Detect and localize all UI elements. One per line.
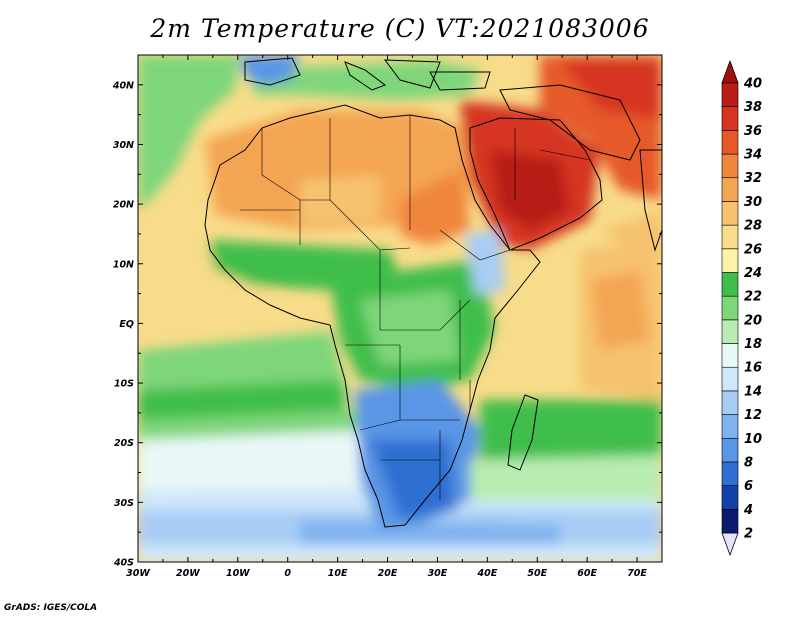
lon-tick-label: 50E bbox=[527, 568, 547, 579]
lon-tick-label: 10W bbox=[226, 568, 250, 579]
field-mediterranean bbox=[250, 60, 480, 100]
lon-axis: 30W 20W 10W 0 10E 20E 30E 40E 50E 60E 70E bbox=[126, 55, 647, 579]
coast-turkey bbox=[429, 71, 491, 91]
colorbar-box bbox=[721, 201, 739, 226]
colorbar-label: 26 bbox=[744, 242, 762, 257]
colorbar-box bbox=[721, 272, 739, 297]
colorbar-label: 24 bbox=[744, 266, 762, 281]
colorbar-box bbox=[721, 437, 739, 463]
colorbar-box bbox=[721, 485, 739, 510]
lon-tick-label: 30W bbox=[126, 568, 150, 579]
colorbar-box bbox=[721, 130, 739, 155]
colorbar-label: 14 bbox=[744, 384, 762, 399]
coast-iberia bbox=[244, 57, 301, 86]
lat-tick-label: EQ bbox=[119, 319, 134, 330]
field-southern-ocean-colder bbox=[300, 520, 560, 545]
colorbar-label: 38 bbox=[744, 100, 762, 115]
lon-tick-label: 20E bbox=[378, 568, 398, 579]
lat-tick-label: 20S bbox=[114, 438, 134, 449]
lat-axis: 40N 30N 20N 10N EQ 10S 20S 30S 40S bbox=[112, 80, 662, 569]
lat-tick-label: 20N bbox=[113, 200, 134, 211]
colorbar-label: 36 bbox=[744, 124, 762, 139]
colorbar-label: 32 bbox=[744, 171, 762, 186]
colorbar-label: 10 bbox=[744, 432, 762, 447]
colorbar-box bbox=[721, 366, 739, 392]
colorbar-box bbox=[721, 461, 739, 486]
colorbar-label: 40 bbox=[743, 77, 762, 92]
lon-tick-label: 30E bbox=[428, 568, 448, 579]
colorbar-label: 6 bbox=[744, 479, 753, 494]
coast-italy bbox=[344, 61, 387, 91]
lat-tick-label: 10S bbox=[114, 379, 134, 390]
lon-tick-label: 70E bbox=[627, 568, 647, 579]
colorbar-box bbox=[721, 319, 739, 344]
colorbar-box bbox=[721, 106, 739, 131]
colorbar-label: 16 bbox=[744, 361, 762, 376]
colorbar-box bbox=[721, 343, 739, 368]
lat-tick-label: 40N bbox=[112, 80, 134, 91]
field-north-atlantic bbox=[138, 55, 240, 210]
colorbar-label: 22 bbox=[744, 290, 762, 305]
coast-africa bbox=[204, 104, 541, 528]
colorbar-label: 28 bbox=[744, 219, 762, 234]
lat-tick-label: 30N bbox=[113, 140, 134, 151]
lon-tick-label: 40E bbox=[476, 568, 497, 579]
colorbar-high-arrow bbox=[721, 59, 739, 84]
country-borders bbox=[240, 115, 591, 500]
colorbar-label: 8 bbox=[744, 455, 753, 470]
field-sudan bbox=[400, 170, 470, 245]
lon-tick-label: 60E bbox=[577, 568, 597, 579]
colorbar-label: 34 bbox=[744, 148, 762, 163]
coast-iran bbox=[499, 84, 641, 161]
colorbar-box bbox=[721, 248, 739, 273]
field-equatorial-atlantic bbox=[138, 230, 330, 340]
colorbar-box bbox=[721, 224, 739, 250]
coast-madagascar bbox=[507, 394, 539, 471]
field-iberia bbox=[240, 55, 300, 85]
colorbar-box bbox=[721, 390, 739, 415]
colorbar-label: 2 bbox=[744, 527, 753, 542]
colorbar-box bbox=[721, 153, 739, 179]
colorbar-label: 12 bbox=[744, 408, 762, 423]
field-iran-core bbox=[560, 60, 662, 120]
colorbar-low-arrow bbox=[721, 532, 739, 557]
chart-title: 2m Temperature (C) VT:2021083006 bbox=[150, 14, 650, 43]
colorbar-label: 20 bbox=[744, 313, 762, 328]
lon-tick-label: 20W bbox=[176, 568, 200, 579]
lon-tick-label: 10E bbox=[328, 568, 348, 579]
field-indian-ocean-warm bbox=[590, 270, 650, 350]
colorbar-box bbox=[721, 295, 739, 321]
field-congo bbox=[360, 290, 460, 365]
field-arabian-sea bbox=[600, 210, 662, 250]
field-ethiopia bbox=[465, 230, 505, 295]
lon-tick-label: 0 bbox=[284, 568, 291, 579]
colorbar-box bbox=[721, 509, 739, 534]
colorbar-label: 18 bbox=[744, 337, 762, 352]
lat-tick-label: 40S bbox=[113, 558, 134, 569]
colorbar-label: 4 bbox=[743, 503, 753, 518]
coast-arabia bbox=[469, 117, 603, 251]
lat-tick-label: 10N bbox=[113, 259, 134, 270]
colorbar-box bbox=[721, 177, 739, 202]
colorbar-box bbox=[721, 82, 739, 107]
field-sahara-pale bbox=[300, 175, 380, 225]
field-indian-ocean-south bbox=[470, 455, 662, 500]
field-cool-band bbox=[138, 430, 370, 500]
coast-india bbox=[639, 149, 662, 252]
lat-tick-label: 30S bbox=[114, 498, 134, 509]
coastlines bbox=[204, 57, 662, 528]
colorbar-label: 30 bbox=[744, 195, 762, 210]
coast-balkans bbox=[383, 59, 441, 89]
colorbar-box bbox=[721, 414, 739, 439]
map-frame bbox=[137, 54, 663, 563]
field-arabia-core bbox=[490, 150, 570, 230]
temperature-field bbox=[138, 55, 662, 562]
grads-credit: GrADS: IGES/COLA bbox=[4, 603, 98, 613]
